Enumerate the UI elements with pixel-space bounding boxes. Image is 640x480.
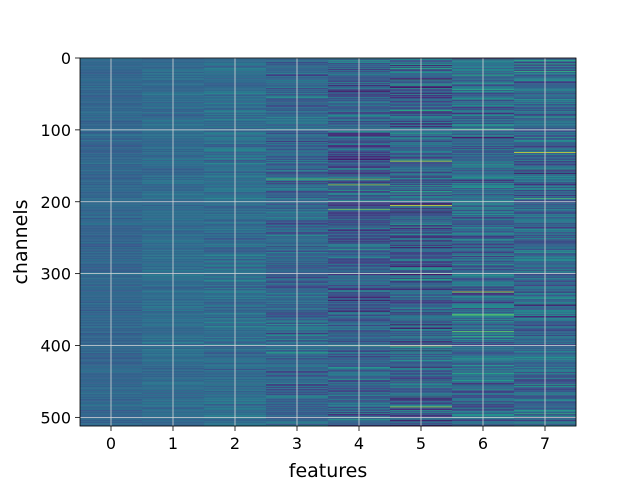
x-axis-label: features bbox=[289, 460, 368, 480]
y-axis-ticks: 0 100 200 300 400 500 bbox=[40, 49, 80, 427]
y-tick-label: 400 bbox=[40, 337, 71, 356]
y-tick-label: 200 bbox=[40, 193, 71, 212]
x-tick-label: 7 bbox=[540, 434, 550, 453]
x-tick-label: 3 bbox=[292, 434, 302, 453]
y-tick-label: 300 bbox=[40, 265, 71, 284]
x-tick-label: 4 bbox=[354, 434, 364, 453]
plot-frame bbox=[79, 57, 577, 427]
y-tick-label: 100 bbox=[40, 121, 71, 140]
gridlines bbox=[80, 57, 576, 426]
x-tick-label: 1 bbox=[168, 434, 178, 453]
y-axis-label: channels bbox=[10, 199, 32, 284]
y-tick-label: 0 bbox=[61, 49, 71, 68]
heatmap-cells bbox=[80, 58, 577, 427]
x-axis-ticks: 0 1 2 3 4 5 6 7 bbox=[106, 426, 550, 453]
x-tick-label: 5 bbox=[416, 434, 426, 453]
y-tick-label: 500 bbox=[40, 408, 71, 427]
x-tick-label: 6 bbox=[478, 434, 488, 453]
x-tick-label: 2 bbox=[230, 434, 240, 453]
x-tick-label: 0 bbox=[106, 434, 116, 453]
